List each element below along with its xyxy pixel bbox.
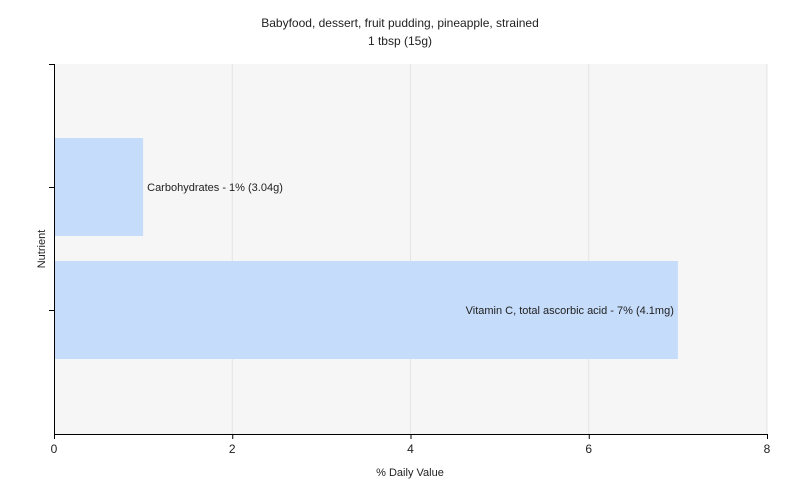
chart-title: Babyfood, dessert, fruit pudding, pineap… — [261, 16, 539, 30]
x-tick-label-6: 6 — [585, 442, 592, 456]
bar-label-1: Carbohydrates - 1% (3.04g) — [147, 182, 283, 194]
x-tick-label-0: 0 — [51, 442, 58, 456]
x-axis-label: % Daily Value — [376, 467, 444, 479]
x-tick-label-8: 8 — [764, 442, 771, 456]
chart-subtitle: 1 tbsp (15g) — [368, 34, 432, 48]
bar-1 — [55, 138, 144, 236]
y-axis-label: Nutrient — [36, 230, 48, 269]
bar-2 — [55, 261, 678, 359]
x-tick-label-4: 4 — [407, 442, 414, 456]
x-tick-label-2: 2 — [229, 442, 236, 456]
bar-label-2: Vitamin C, total ascorbic acid - 7% (4.1… — [466, 305, 674, 317]
